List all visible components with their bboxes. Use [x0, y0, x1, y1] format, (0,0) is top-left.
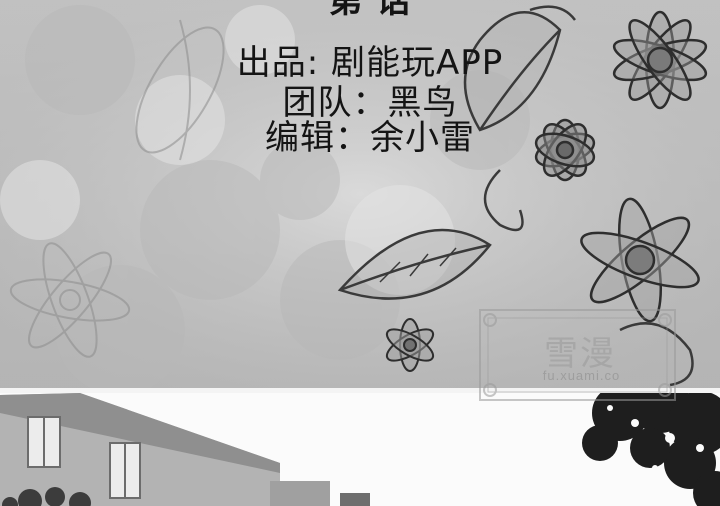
- flower-outline-left-icon: [9, 19, 225, 358]
- flower-right-top-icon: [612, 10, 708, 110]
- swirl-icon: [483, 5, 694, 387]
- leaf-top-icon: [463, 10, 562, 132]
- watermark-seal-icon: [479, 309, 676, 401]
- credit-publisher: 出品: 剧能玩APP: [236, 43, 504, 83]
- floral-background-pattern: [0, 0, 720, 388]
- leaf-icon: [337, 228, 492, 300]
- flower-small-icon: [385, 318, 435, 372]
- flower-right-mid-icon: [534, 118, 596, 182]
- credit-editor: 编辑：余小雷: [265, 118, 475, 158]
- floral-banner: 第 话 出品: 剧能玩APP 团队：黑鸟 编辑：余小雷: [0, 0, 720, 388]
- watermark-seal: 雪漫 fu.xuami.co: [470, 300, 685, 410]
- building-photo: [0, 393, 720, 506]
- panel-divider: [0, 388, 720, 393]
- credit-team: 团队：黑鸟: [282, 83, 458, 123]
- watermark-domain: fu.xuami.co: [542, 368, 621, 383]
- flower-right-bottom-icon: [580, 197, 700, 323]
- tree-icon: [582, 393, 720, 506]
- chapter-title: 第 话: [328, 0, 412, 21]
- watermark-text: 雪漫: [544, 334, 616, 374]
- building-photo-panel: [0, 393, 720, 506]
